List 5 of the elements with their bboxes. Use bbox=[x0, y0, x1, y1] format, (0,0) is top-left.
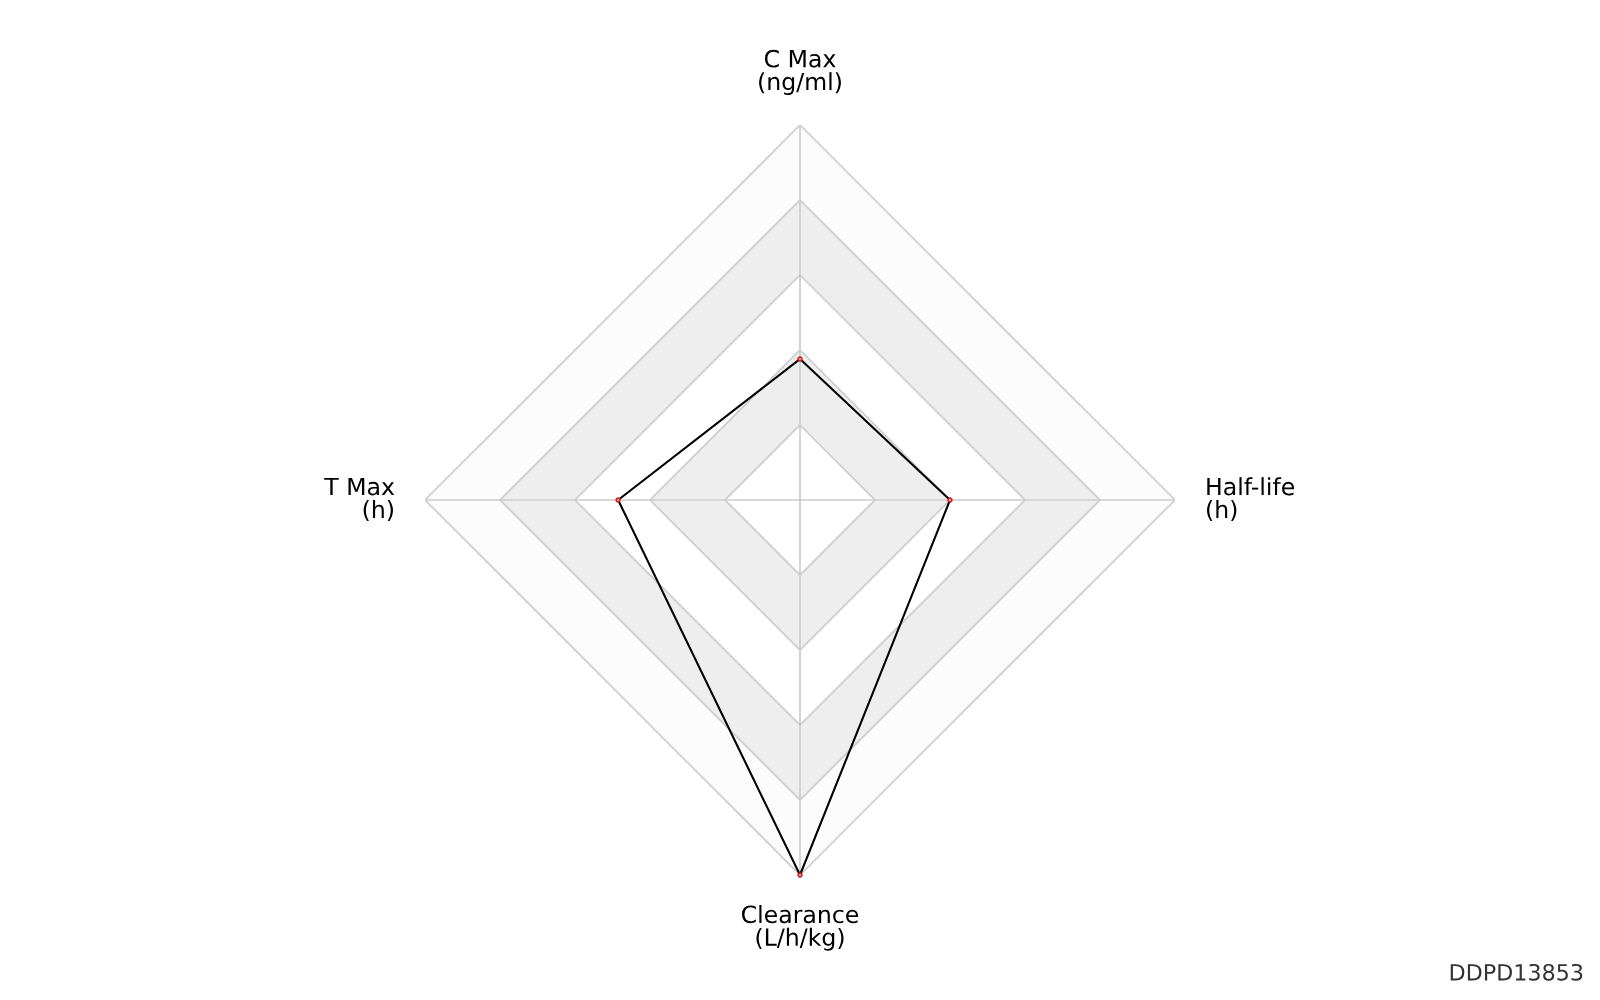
spoke-label: C Max (ng/ml) bbox=[759, 49, 841, 95]
text: DDPD13853 bbox=[1450, 963, 1583, 981]
spoke-label: T Max (h) bbox=[324, 477, 395, 522]
spoke-label: Half-life (h) bbox=[1207, 477, 1295, 522]
spoke-label: Clearance (L/h/kg) bbox=[741, 905, 859, 951]
